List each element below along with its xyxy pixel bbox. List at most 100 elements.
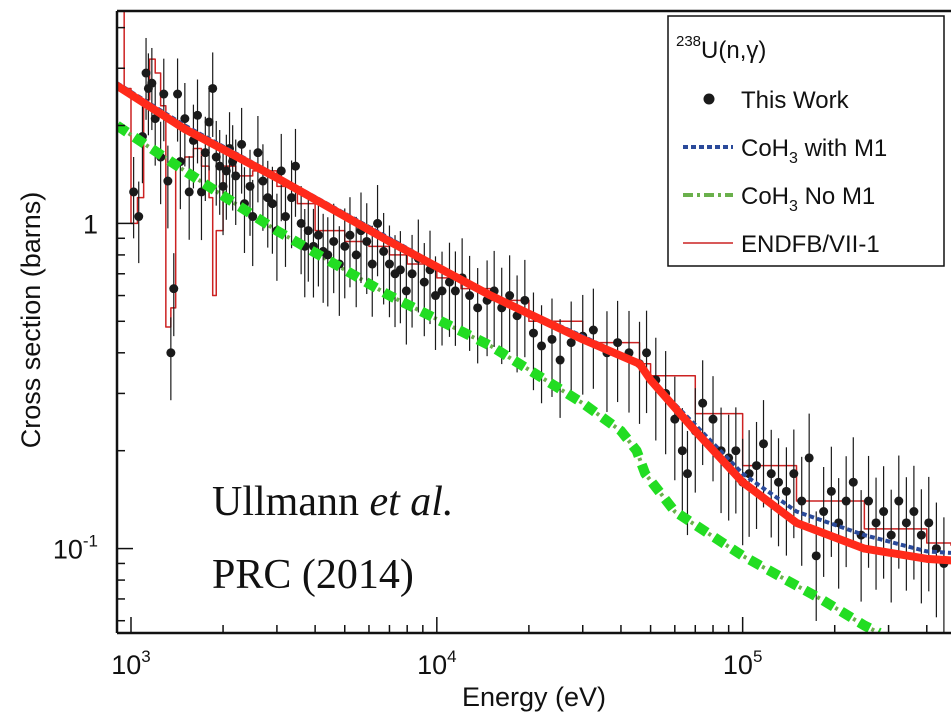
data-point xyxy=(237,139,247,149)
series-line-thick-fit xyxy=(117,81,951,565)
data-point xyxy=(419,277,429,287)
data-point xyxy=(384,259,394,269)
x-axis-title: Energy (eV) xyxy=(462,682,606,712)
data-point xyxy=(444,277,454,287)
data-point xyxy=(774,477,784,487)
data-point xyxy=(401,286,411,296)
legend-title-main: U(n,γ) xyxy=(701,37,766,64)
data-point xyxy=(323,250,333,260)
data-point xyxy=(159,89,169,99)
legend-label-coh3-no-m1: CoH3 No M1 xyxy=(741,183,875,215)
data-point xyxy=(169,284,179,294)
data-point xyxy=(150,114,160,124)
data-point xyxy=(781,486,791,496)
x-tick-label: 104 xyxy=(417,647,457,680)
x-tick-label: 103 xyxy=(111,647,151,680)
data-point xyxy=(797,496,807,506)
data-point xyxy=(677,446,687,456)
data-point xyxy=(744,469,754,479)
data-point xyxy=(221,166,231,176)
legend-coh3-no-m1-sub: 3 xyxy=(789,198,798,215)
data-point xyxy=(682,469,692,479)
data-point xyxy=(841,496,851,506)
legend-title-sup: 238 xyxy=(676,33,701,50)
series-layer xyxy=(117,11,951,633)
citation-line-2: PRC (2014) xyxy=(212,552,414,598)
data-point xyxy=(184,187,194,197)
data-point xyxy=(141,68,151,78)
data-point xyxy=(407,269,417,279)
data-point xyxy=(340,241,350,251)
data-point xyxy=(258,176,268,186)
data-point xyxy=(373,218,383,228)
data-point xyxy=(450,286,460,296)
data-point xyxy=(811,551,821,561)
y-axis-title: Cross section (barns) xyxy=(16,192,46,449)
data-point xyxy=(826,486,836,496)
data-point xyxy=(804,453,814,463)
citation-authors: Ullmann xyxy=(212,479,369,525)
data-point xyxy=(708,414,718,424)
legend-coh3-no-m1-rest: No M1 xyxy=(798,183,875,210)
data-point xyxy=(287,193,297,203)
data-point xyxy=(894,496,904,506)
legend: 238U(n,γ) This Work CoH3 with M1 CoH3 No… xyxy=(667,15,945,267)
data-point xyxy=(909,507,919,517)
legend-box xyxy=(667,15,945,267)
data-point xyxy=(303,226,313,236)
data-point xyxy=(670,414,680,424)
data-point xyxy=(296,218,306,228)
data-point xyxy=(537,341,547,351)
data-point xyxy=(901,518,911,528)
data-point xyxy=(395,265,405,275)
legend-coh3-m1-rest: with M1 xyxy=(798,135,887,162)
data-point xyxy=(437,286,447,296)
data-point xyxy=(864,496,874,506)
data-point xyxy=(642,348,652,358)
data-point xyxy=(211,152,221,162)
legend-label-this-work: This Work xyxy=(741,87,850,114)
data-point xyxy=(329,236,339,246)
data-point xyxy=(290,161,300,171)
data-point xyxy=(253,148,263,158)
data-point xyxy=(698,398,708,408)
data-point xyxy=(218,181,228,191)
data-point xyxy=(819,507,829,517)
data-point xyxy=(789,469,799,479)
citation-et-al: et al. xyxy=(369,479,453,525)
data-point xyxy=(367,259,377,269)
data-point xyxy=(505,291,515,301)
data-point xyxy=(280,212,290,222)
data-point xyxy=(215,161,225,171)
data-point xyxy=(313,230,323,240)
data-point xyxy=(163,176,173,186)
data-point xyxy=(362,236,372,246)
data-point xyxy=(173,89,183,99)
data-point xyxy=(566,338,576,348)
data-point xyxy=(588,325,598,335)
data-point xyxy=(759,439,769,449)
data-point xyxy=(731,446,741,456)
legend-marker-points xyxy=(703,93,715,105)
data-point xyxy=(180,114,190,124)
ticks-layer: 103 104 105 1 10-1 xyxy=(53,26,928,680)
data-point xyxy=(208,83,218,93)
data-point xyxy=(520,295,530,305)
y-tick-label: 10-1 xyxy=(53,532,98,565)
data-point xyxy=(379,246,389,256)
data-point xyxy=(134,212,144,222)
data-point xyxy=(196,187,206,197)
legend-coh3-no-m1-name: CoH xyxy=(741,183,789,210)
data-point xyxy=(886,530,896,540)
legend-title: 238U(n,γ) xyxy=(676,33,766,64)
legend-label-endfb: ENDFB/VII-1 xyxy=(741,231,880,258)
data-point xyxy=(267,199,277,209)
data-point xyxy=(200,148,210,158)
data-point xyxy=(430,291,440,301)
data-point xyxy=(166,348,176,358)
data-point xyxy=(879,507,889,517)
data-point xyxy=(147,78,157,88)
data-point xyxy=(848,477,858,487)
data-point xyxy=(613,338,623,348)
